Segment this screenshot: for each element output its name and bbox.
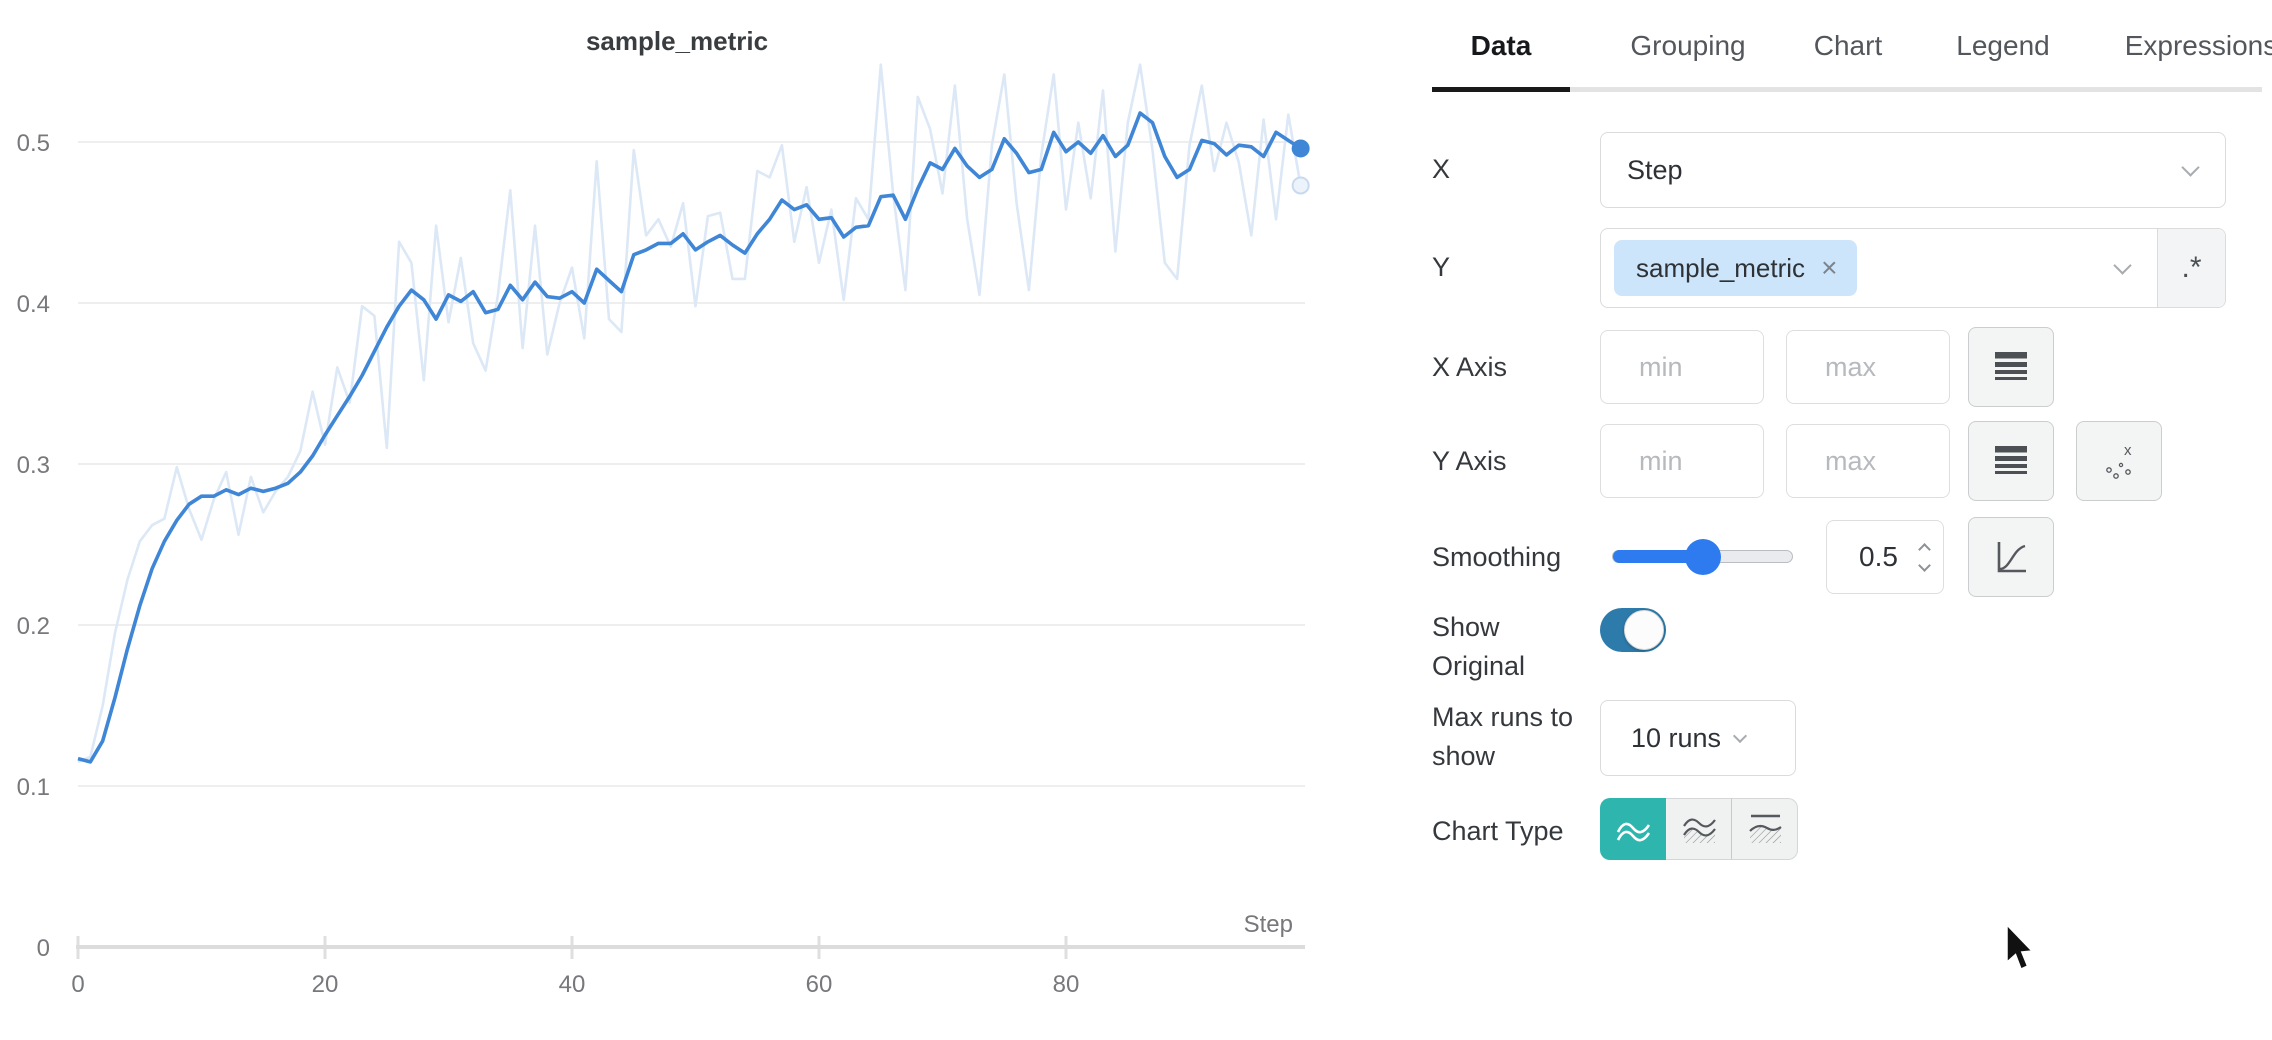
tabs-underline [1432,87,2262,92]
log-scale-icon [1995,352,2027,380]
show-original-toggle[interactable] [1600,608,1666,652]
running-average-icon [1997,542,2026,573]
smoothing-label: Smoothing [1432,542,1562,572]
original-line [77,63,1302,764]
y-field-label: Y [1432,252,1451,282]
x-field-label: X [1432,154,1451,184]
ignore-outliers-button[interactable]: x [2076,421,2162,501]
x-axis-max-input[interactable] [1786,330,1950,404]
smoothing-type-button[interactable] [1968,517,2054,597]
toggle-knob [1624,610,1664,650]
max-runs-select[interactable]: 10 runs [1600,700,1796,776]
line-plot-icon [1616,822,1651,842]
tab-data[interactable]: Data [1470,30,1532,61]
x-tick-label: 60 [806,971,833,998]
y-metric-select[interactable]: sample_metric × .* [1600,228,2226,308]
smoothing-slider[interactable] [1612,538,1793,575]
y-tick-label: 0 [37,935,50,962]
max-runs-label: Max runs to show [1432,702,1574,771]
tab-legend[interactable]: Legend [1956,30,2050,61]
regex-toggle-button[interactable]: .* [2157,229,2225,307]
y-axis-row-label: Y Axis [1432,446,1507,476]
smoothed-line [77,111,1302,764]
smoothed-endpoint-dot [1291,139,1310,158]
chart-type-line-button[interactable] [1600,798,1666,860]
max-runs-value: 10 runs [1631,722,1722,753]
x-axis-log-scale-button[interactable] [1968,327,2054,407]
metric-chart[interactable]: 0 0.1 0.2 0.3 0.4 0.5 0 20 40 60 80 Step sample_metr… [0,0,1410,1040]
x-tick-label: 20 [312,971,339,998]
tab-chart[interactable]: Chart [1813,30,1883,61]
x-metric-select[interactable]: Step [1600,132,2226,208]
remove-metric-icon[interactable]: × [1821,252,1838,283]
y-tick-label: 0.1 [17,774,50,801]
smoothing-value-input[interactable]: 0.5 [1826,520,1944,594]
tab-expressions[interactable]: Expressions [2124,30,2272,61]
y-tick-label: 0.3 [17,452,50,479]
y-tick-label: 0.5 [17,130,50,157]
ignore-outliers-icon: x [2106,442,2132,479]
smoothing-slider-knob[interactable] [1684,538,1721,575]
x-axis-min-input[interactable] [1600,330,1764,404]
smoothing-slider-fill [1613,550,1703,563]
show-original-label: Show Original [1432,612,1526,681]
tab-grouping[interactable]: Grouping [1630,30,1746,61]
chevron-down-icon [1732,728,1748,744]
stepper-up-icon[interactable] [1918,542,1931,556]
y-axis-min-input[interactable] [1600,424,1764,498]
chart-title: sample_metric [586,26,768,56]
chart-type-label: Chart Type [1432,816,1564,846]
x-tick-label: 80 [1053,971,1080,998]
x-metric-value: Step [1627,154,1683,185]
settings-panel: Data Grouping Chart Legend Expressions X… [1410,0,2272,1040]
mouse-cursor [2006,924,2034,971]
area-plot-icon [1682,818,1716,843]
y-metric-chip-label: sample_metric [1636,252,1806,283]
smoothing-stepper[interactable] [1918,542,1931,572]
y-axis-max-input[interactable] [1786,424,1950,498]
x-tick-label: 0 [71,971,84,998]
x-tick-label: 40 [559,971,586,998]
step-axis-label: Step [1244,911,1293,938]
y-metric-chip[interactable]: sample_metric × [1614,240,1858,296]
chart-type-segmented-control [1600,798,1798,860]
y-tick-label: 0.2 [17,613,50,640]
chevron-down-icon [2181,157,2200,177]
minmax-plot-icon [1748,814,1782,843]
active-tab-indicator [1432,87,1570,92]
y-tick-label: 0.4 [17,291,50,318]
log-scale-icon [1995,446,2027,474]
smoothing-value: 0.5 [1859,541,1898,572]
svg-text:x: x [2124,442,2132,459]
original-endpoint-dot [1291,176,1310,195]
x-axis-row-label: X Axis [1432,352,1508,382]
chart-type-minmax-button[interactable] [1732,798,1798,860]
chevron-down-icon [2113,255,2132,275]
chart-type-area-button[interactable] [1666,798,1732,860]
y-axis-log-scale-button[interactable] [1968,421,2054,501]
stepper-down-icon[interactable] [1918,558,1931,572]
